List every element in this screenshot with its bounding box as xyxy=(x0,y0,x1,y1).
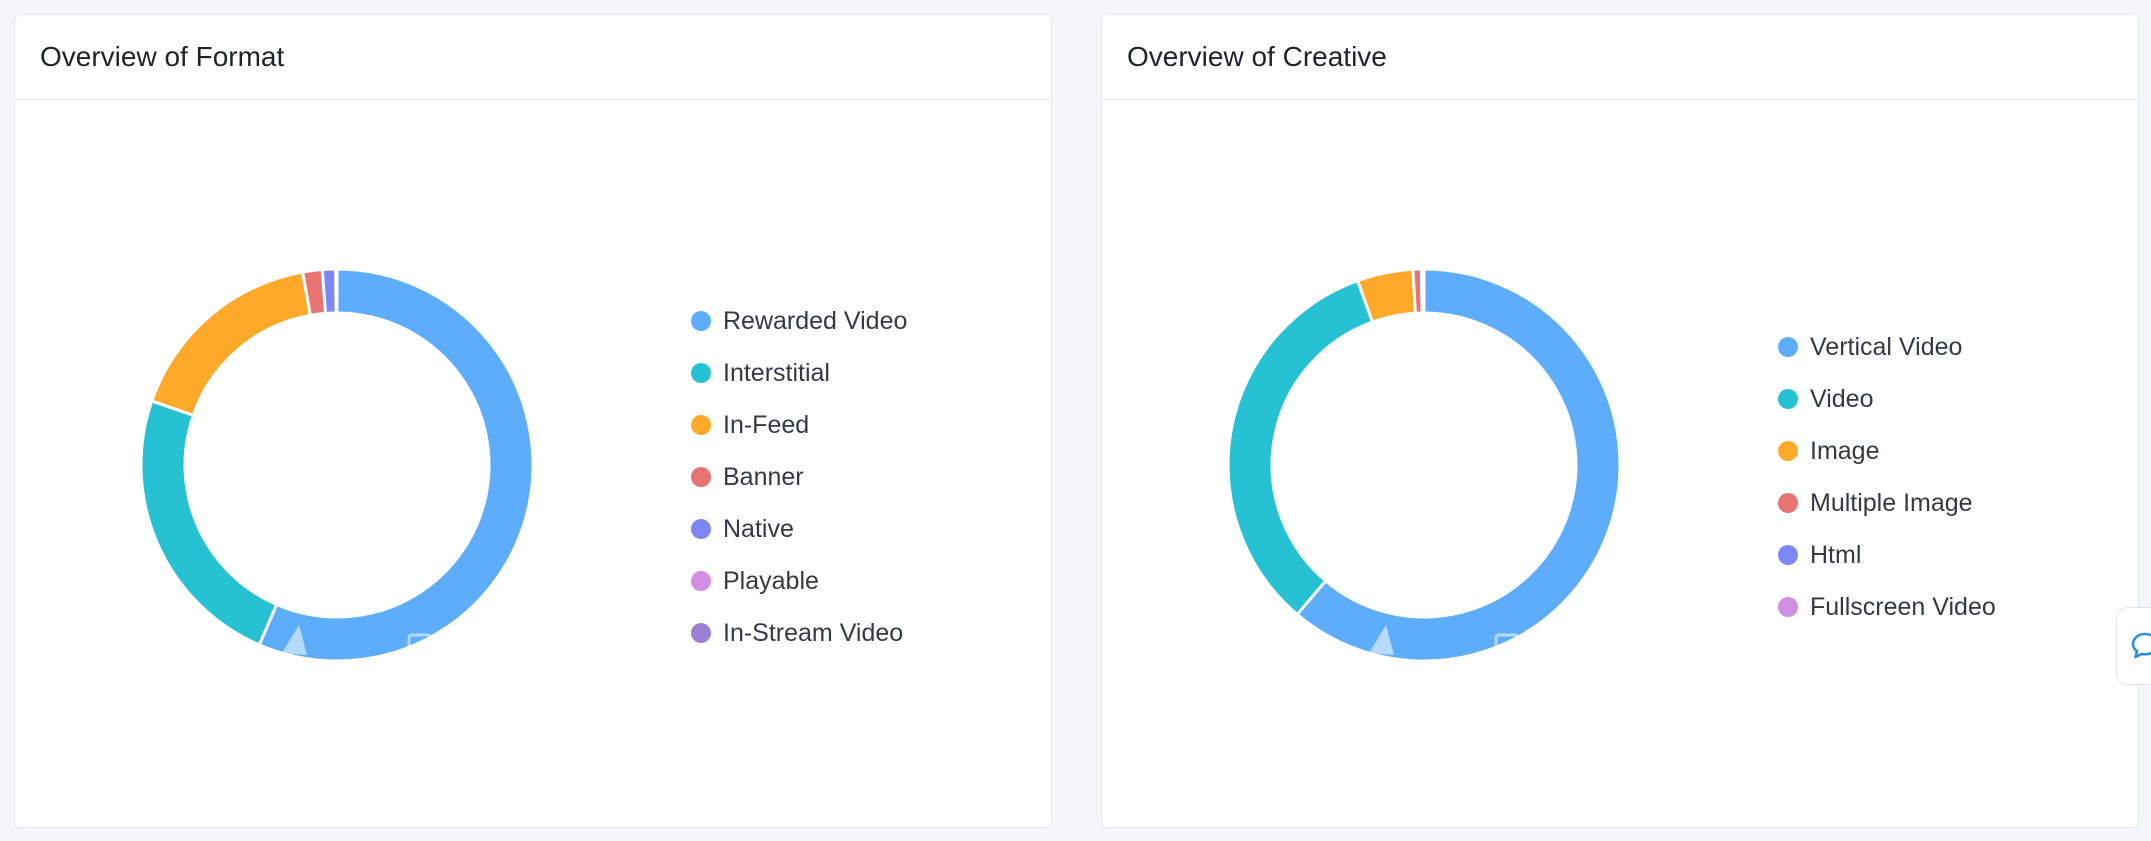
legend-marker xyxy=(691,623,711,643)
legend-label: Fullscreen Video xyxy=(1810,592,1996,621)
legend-label: Interstitial xyxy=(723,358,830,387)
legend-item-rewarded-video[interactable]: Rewarded Video xyxy=(691,295,907,347)
legend-item-in-feed[interactable]: In-Feed xyxy=(691,399,907,451)
legend-marker xyxy=(691,467,711,487)
legend-marker xyxy=(691,571,711,591)
creative-donut-chart xyxy=(1226,267,1622,663)
legend-item-multiple-image[interactable]: Multiple Image xyxy=(1778,477,1996,529)
pie-slice-fullscreen-video[interactable] xyxy=(1421,267,1426,315)
legend-label: Image xyxy=(1810,436,1880,465)
pie-slice-rewarded-video[interactable] xyxy=(257,267,535,663)
legend-marker xyxy=(691,519,711,539)
legend-label: Playable xyxy=(723,566,819,595)
legend-label: Rewarded Video xyxy=(723,306,908,335)
pie-slice-interstitial[interactable] xyxy=(139,399,279,647)
card-header: Overview of Format xyxy=(15,15,1051,100)
creative-overview-card: Overview of Creative Vertical Video Video… xyxy=(1101,14,2139,828)
legend-label: In-Stream Video xyxy=(723,618,904,647)
pie-slice-vertical-video[interactable] xyxy=(1295,267,1622,663)
card-header: Overview of Creative xyxy=(1102,15,2138,100)
pie-slice-in-stream-video[interactable] xyxy=(334,267,339,315)
format-overview-card: Overview of Format Rewarded Video Interst… xyxy=(14,14,1052,828)
legend-marker xyxy=(1778,337,1798,357)
legend-item-image[interactable]: Image xyxy=(1778,425,1996,477)
legend-marker xyxy=(691,311,711,331)
legend-item-in-stream-video[interactable]: In-Stream Video xyxy=(691,607,907,659)
watermark-logo-icon xyxy=(282,625,433,655)
legend-label: Multiple Image xyxy=(1810,488,1973,517)
legend-marker xyxy=(691,415,711,435)
chat-support-button[interactable] xyxy=(2116,607,2151,685)
card-title: Overview of Creative xyxy=(1127,41,1387,72)
legend-label: Video xyxy=(1810,384,1874,413)
legend-marker xyxy=(1778,545,1798,565)
legend-marker xyxy=(1778,389,1798,409)
pie-slice-in-feed[interactable] xyxy=(149,270,313,418)
creative-legend: Vertical Video Video Image Multiple Image Ht… xyxy=(1778,321,1996,633)
legend-item-vertical-video[interactable]: Vertical Video xyxy=(1778,321,1996,373)
pie-slice-native[interactable] xyxy=(320,267,338,316)
legend-item-native[interactable]: Native xyxy=(691,503,907,555)
legend-item-banner[interactable]: Banner xyxy=(691,451,907,503)
legend-item-html[interactable]: Html xyxy=(1778,529,1996,581)
pie-slice-video[interactable] xyxy=(1226,278,1375,617)
chat-bubble-icon xyxy=(2131,632,2151,659)
legend-item-playable[interactable]: Playable xyxy=(691,555,907,607)
legend-label: Html xyxy=(1810,540,1862,569)
legend-label: In-Feed xyxy=(723,410,810,439)
legend-label: Native xyxy=(723,514,794,543)
watermark-logo-icon xyxy=(1369,625,1520,655)
format-donut-chart xyxy=(139,267,535,663)
legend-marker xyxy=(1778,493,1798,513)
legend-marker xyxy=(1778,441,1798,461)
legend-item-interstitial[interactable]: Interstitial xyxy=(691,347,907,399)
legend-marker xyxy=(1778,597,1798,617)
format-legend: Rewarded Video Interstitial In-Feed Banner N… xyxy=(691,295,907,659)
legend-label: Vertical Video xyxy=(1810,332,1963,361)
legend-label: Banner xyxy=(723,462,804,491)
legend-item-video[interactable]: Video xyxy=(1778,373,1996,425)
card-title: Overview of Format xyxy=(40,41,285,72)
legend-marker xyxy=(691,363,711,383)
legend-item-fullscreen-video[interactable]: Fullscreen Video xyxy=(1778,581,1996,633)
